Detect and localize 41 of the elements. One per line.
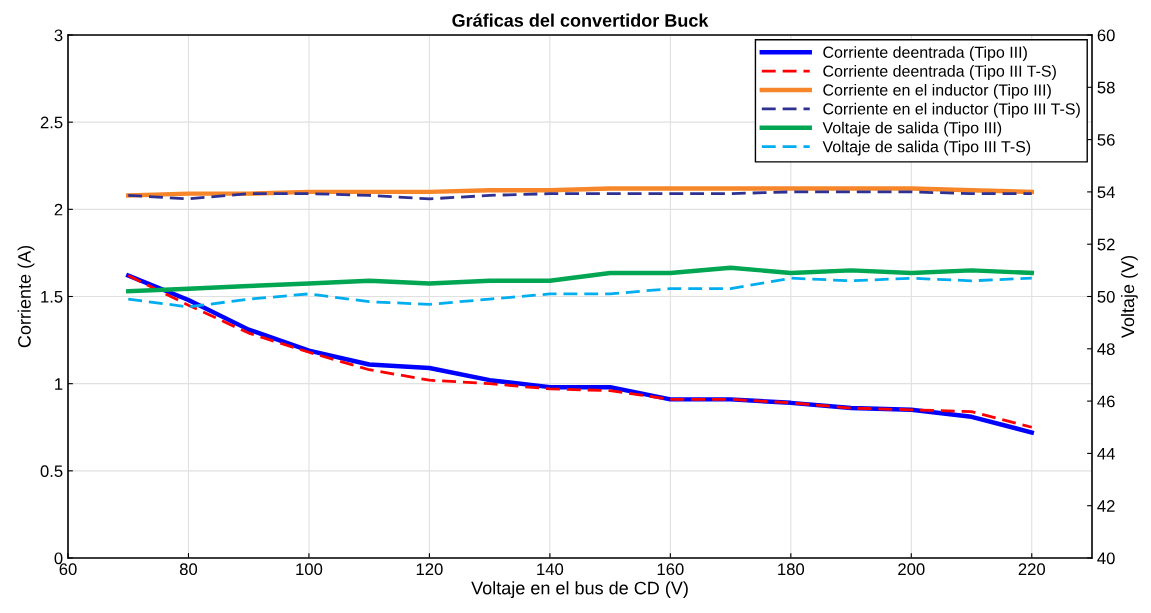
legend-label: Corriente deentrada (Tipo III T-S): [823, 65, 1056, 80]
x-tick-label: 180: [778, 563, 805, 576]
y2-tick-label: 44: [1097, 447, 1115, 460]
line-series: [126, 186, 1034, 198]
x-axis-title: Voltaje en el bus de CD (V): [471, 581, 688, 599]
y2-tick-label: 56: [1097, 134, 1115, 146]
chart-title: Gráficas del convertidor Buck: [452, 13, 709, 27]
y-tick-label: 1.5: [41, 291, 63, 303]
y2-tick-label: 58: [1097, 81, 1115, 94]
y-tick-label: 3: [54, 29, 63, 42]
x-tick-label: 200: [898, 563, 925, 576]
x-tick-label: 140: [537, 563, 564, 576]
legend-label: Voltaje de salida (Tipo III T-S): [822, 140, 1031, 156]
y-tick-label: 0: [54, 552, 63, 565]
legend-label: Corriente en el inductor (Tipo III T-S): [823, 102, 1080, 118]
x-tick-label: 120: [416, 563, 443, 576]
x-tick-label: 60: [59, 563, 77, 576]
y2-tick-label: 48: [1097, 343, 1115, 355]
y-tick-label: 2: [54, 203, 63, 216]
x-tick-label: 220: [1018, 563, 1046, 576]
y2-tick-label: 52: [1097, 238, 1115, 251]
y2-tick-label: 42: [1097, 500, 1115, 512]
y-tick-label: 2.5: [40, 116, 63, 129]
y2-tick-label: 46: [1097, 395, 1115, 408]
x-tick-label: 160: [657, 563, 684, 576]
x-tick-label: 80: [179, 563, 198, 576]
line-series: [126, 276, 1034, 309]
line-series: [126, 190, 1034, 201]
legend-label: Corriente en el inductor (Tipo III): [823, 83, 1051, 99]
y-axis-title: Corriente (A): [17, 245, 35, 348]
line-series: [126, 265, 1034, 294]
y-tick-label: 0.5: [40, 465, 63, 478]
legend-label: Corriente deentrada (Tipo III): [823, 46, 1027, 62]
legend-label: Voltaje de salida (Tipo III): [822, 121, 1002, 137]
y2-tick-label: 60: [1097, 29, 1115, 42]
x-tick-label: 100: [296, 563, 323, 576]
y2-tick-label: 54: [1097, 186, 1115, 199]
y-tick-label: 1: [55, 378, 63, 390]
y2-axis-title: Voltaje (V): [1120, 255, 1138, 339]
y2-tick-label: 40: [1097, 552, 1115, 565]
y2-tick-label: 50: [1097, 290, 1115, 303]
